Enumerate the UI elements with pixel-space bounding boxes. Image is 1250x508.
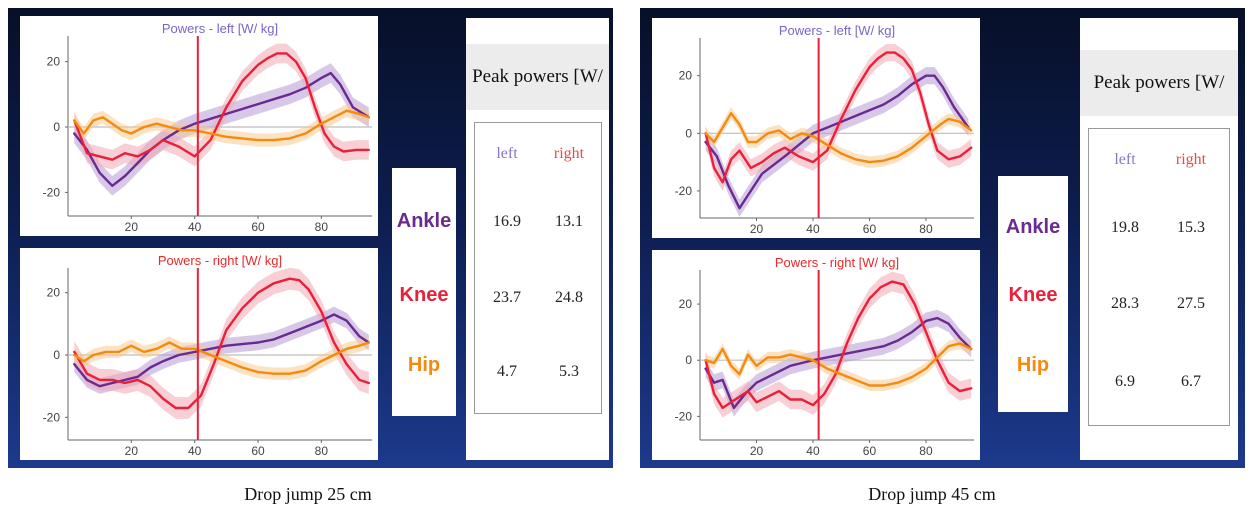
y-tick-label: 20 [679,297,693,311]
powers-right-chart-25: Powers - right [W/ kg] -20 0 20 20 40 60 80 [43,253,372,458]
knee-right-value: 24.8 [555,289,583,306]
plot-title: Powers - left [W/ kg] [779,23,895,38]
table-body: left right 16.9 13.1 23.7 24.8 4.7 5.3 [474,122,602,414]
y-tick-label: 20 [679,69,693,83]
ankle-variability-band [705,67,969,217]
hip-left-value: 6.9 [1115,373,1135,390]
y-tick-label: -20 [43,410,61,424]
y-tick-label: -20 [43,185,61,199]
x-tick-label: 40 [806,444,820,458]
table-title: Peak powers [W/ kg] [466,44,609,153]
ankle-right-value: 15.3 [1177,219,1205,236]
x-tick-label: 20 [125,220,139,234]
joint-legend-25: Ankle Knee Hip [392,168,456,416]
y-tick-label: 20 [47,286,61,300]
legend-knee: Knee [399,284,449,306]
hip-right-value: 6.7 [1181,373,1201,390]
x-tick-label: 60 [251,220,265,234]
x-tick-label: 20 [750,444,764,458]
legend-hip: Hip [407,354,441,376]
plot-title: Powers - right [W/ kg] [158,253,282,268]
y-tick-label: 0 [53,120,60,134]
legend-ankle: Ankle [1005,216,1061,238]
ankle-series-line [704,74,970,210]
knee-variability-band [705,44,972,191]
knee-series-line [73,52,370,161]
x-tick-label: 60 [863,444,877,458]
hip-series-line [73,109,370,142]
header-right: right [553,145,585,162]
y-tick-label: 0 [53,348,60,362]
x-tick-label: 80 [315,220,329,234]
plot-title: Powers - right [W/ kg] [775,255,899,270]
powers-right-chart-45: Powers - right [W/ kg] -20 0 20 20 40 60 80 [675,255,974,458]
knee-right-value: 27.5 [1177,295,1205,312]
ankle-left-value: 19.8 [1111,219,1139,236]
y-tick-label: 0 [685,353,692,367]
peak-powers-table-45: Peak powers [W/ kg] left right 19.8 15.3… [1080,18,1238,460]
powers-left-chart-45: Powers - left [W/ kg] -20 0 20 20 40 60 80 [675,23,974,236]
powers-right-plot-25: Powers - right [W/ kg] -20 0 20 20 40 60 80 [20,248,378,460]
x-tick-label: 80 [919,222,933,236]
y-tick-label: -20 [675,409,693,423]
legend-ankle: Ankle [396,210,452,232]
header-left: left [496,145,518,162]
x-tick-label: 80 [919,444,933,458]
x-tick-label: 80 [315,444,329,458]
powers-left-plot-45: Powers - left [W/ kg] -20 0 20 20 40 60 80 [652,18,980,238]
plot-title: Powers - left [W/ kg] [162,21,278,36]
y-tick-label: 20 [47,55,61,69]
peak-powers-table-25: Peak powers [W/ kg] left right 16.9 13.1… [466,18,609,460]
x-tick-label: 20 [750,222,764,236]
header-left: left [1114,151,1136,168]
header-right: right [1175,151,1207,168]
powers-left-chart-25: Powers - left [W/ kg] -20 0 20 20 40 60 80 [43,21,372,234]
hip-series-line [73,341,370,375]
knee-series-line [73,277,370,410]
x-tick-label: 40 [188,220,202,234]
legend-knee: Knee [1008,284,1058,306]
y-tick-label: 0 [685,126,692,140]
ankle-right-value: 13.1 [555,213,583,230]
hip-series-line [704,112,973,164]
drop-jump-45-panel: Powers - left [W/ kg] -20 0 20 20 40 60 80 Powe… [640,8,1245,468]
powers-left-plot-25: Powers - left [W/ kg] -20 0 20 20 40 60 80 [20,16,378,236]
joint-legend-45: Ankle Knee Hip [998,176,1068,412]
powers-right-plot-45: Powers - right [W/ kg] -20 0 20 20 40 60 80 [652,250,980,460]
knee-series-line [704,280,973,410]
x-tick-label: 60 [863,222,877,236]
ankle-left-value: 16.9 [493,213,521,230]
hip-variability-band [705,337,972,392]
caption-drop-jump-25: Drop jump 25 cm [244,484,372,504]
ankle-variability-band [74,63,369,196]
knee-left-value: 28.3 [1111,295,1139,312]
hip-series-line [704,342,973,387]
x-tick-label: 40 [806,222,820,236]
ankle-series-line [73,71,370,187]
hip-right-value: 5.3 [559,363,579,380]
knee-left-value: 23.7 [493,289,521,306]
table-title: Peak powers [W/ kg] [1080,50,1238,159]
x-tick-label: 40 [188,444,202,458]
hip-left-value: 4.7 [497,363,517,380]
table-body: left right 19.8 15.3 28.3 27.5 6.9 6.7 [1088,128,1230,426]
x-tick-label: 60 [251,444,265,458]
caption-drop-jump-45: Drop jump 45 cm [868,484,996,504]
legend-hip: Hip [1016,354,1050,376]
x-tick-label: 20 [125,444,139,458]
knee-series-line [704,51,973,184]
y-tick-label: -20 [675,184,693,198]
drop-jump-25-panel: Powers - left [W/ kg] -20 0 20 20 40 60 80 Powe… [8,8,613,468]
ankle-series-line [704,316,973,410]
